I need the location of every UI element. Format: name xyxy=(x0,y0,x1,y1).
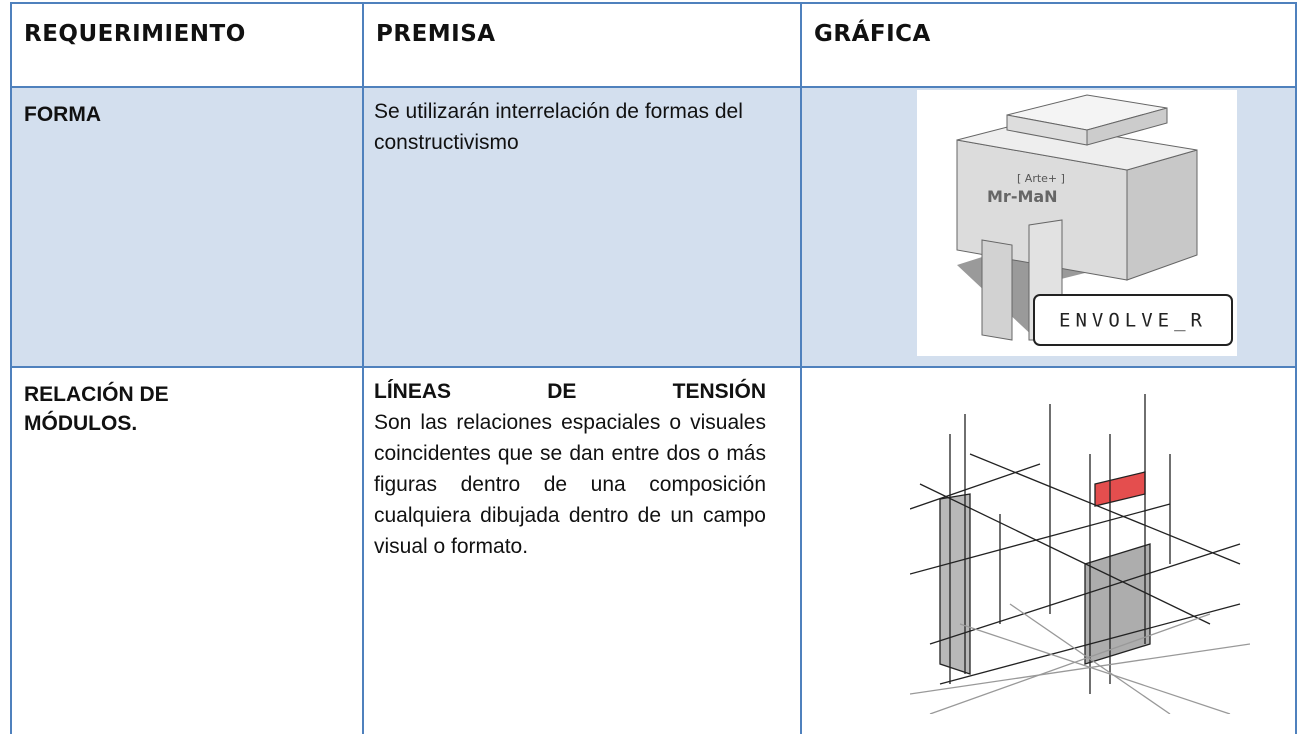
cell: Se utilizarán interrelación de formas de… xyxy=(362,86,802,368)
row: FORMA Se utilizarán interrelación de for… xyxy=(10,86,1297,368)
requirement: FORMA xyxy=(24,103,101,126)
form-image: [ Arte+ ] Mr-MaN ENVOLVE_R xyxy=(917,90,1237,356)
image-caption: ENVOLVE_R xyxy=(1059,310,1207,332)
premise-title: LÍNEAS DE TENSIÓN xyxy=(374,380,766,403)
svg-text:[ Arte+ ]: [ Arte+ ] xyxy=(1017,172,1065,185)
premise-block: LÍNEAS DE TENSIÓN Son las relaciones esp… xyxy=(364,368,780,562)
header-cell: REQUERIMIENTO xyxy=(10,2,364,88)
cell xyxy=(800,366,1297,734)
cell: RELACIÓN DE MÓDULOS. xyxy=(10,366,364,734)
header-row: REQUERIMIENTO PREMISA GRÁFICA xyxy=(10,2,1297,88)
cell: LÍNEAS DE TENSIÓN Son las relaciones esp… xyxy=(362,366,802,734)
svg-text:Mr-MaN: Mr-MaN xyxy=(987,187,1058,206)
row: RELACIÓN DE MÓDULOS. LÍNEAS DE TENSIÓN S… xyxy=(10,366,1297,734)
cell: FORMA xyxy=(10,86,364,368)
requirements-table: REQUERIMIENTO PREMISA GRÁFICA FORMA Se u… xyxy=(10,2,1297,734)
header-cell: GRÁFICA xyxy=(800,2,1297,88)
requirement: RELACIÓN DE MÓDULOS. xyxy=(24,383,169,435)
premise: Se utilizarán interrelación de formas de… xyxy=(374,100,743,154)
premise: Son las relaciones espaciales o visuales… xyxy=(374,411,766,558)
header-cell: PREMISA xyxy=(362,2,802,88)
cell: [ Arte+ ] Mr-MaN ENVOLVE_R xyxy=(800,86,1297,368)
lines-image xyxy=(910,394,1250,714)
